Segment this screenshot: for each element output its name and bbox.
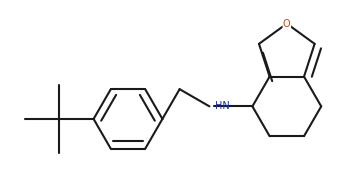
Text: O: O [283, 19, 291, 29]
Text: HN: HN [215, 101, 230, 111]
